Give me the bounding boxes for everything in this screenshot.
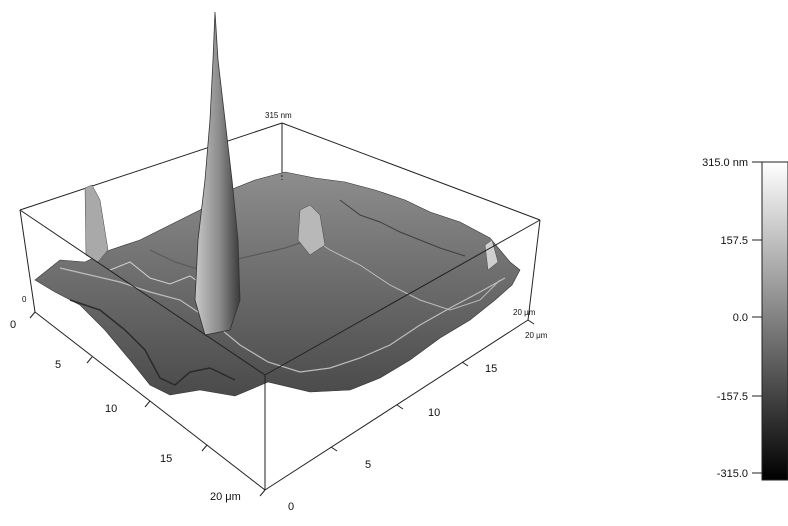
right-y-tick-0: 0 [288,501,294,513]
left-zero-label: 0 [22,295,27,304]
surface-mesh [34,171,521,397]
front-x-tick-0: 0 [10,319,16,331]
front-x-tick-2: 10 [105,403,117,415]
z-axis-marker: 315 nm [265,111,292,180]
front-x-tick-3: 15 [160,453,172,465]
back-axis-label: 20 μm [513,308,536,317]
right-y-tick-1: 5 [365,459,371,471]
front-x-tick-1: 5 [55,359,61,371]
colorbar-gradient [761,161,788,481]
colorbar: 315.0 nm 157.5 0.0 -157.5 -315.0 [702,157,788,481]
height-peak [194,11,241,336]
axis-ticks [29,311,535,497]
colorbar-tick-label-0: 315.0 nm [702,157,748,169]
z-max-label: 315 nm [265,111,292,120]
right-y-tick-2: 10 [428,407,440,419]
surface-plot: 315 nm 0 5 10 15 20 μm 0 5 10 15 20 μm 2… [10,11,548,513]
front-x-axis-labels: 0 5 10 15 20 μm [10,319,241,503]
right-y-tick-3: 15 [485,363,497,375]
front-x-tick-4: 20 μm [210,491,241,503]
colorbar-tick-label-3: -157.5 [717,391,748,403]
right-y-axis-labels: 0 5 10 15 20 μm [288,331,548,513]
colorbar-tick-label-2: 0.0 [733,312,748,324]
colorbar-ticks [752,161,762,474]
colorbar-tick-label-1: 157.5 [720,235,748,247]
right-y-tick-4: 20 μm [525,331,548,340]
colorbar-tick-label-4: -315.0 [717,468,748,480]
